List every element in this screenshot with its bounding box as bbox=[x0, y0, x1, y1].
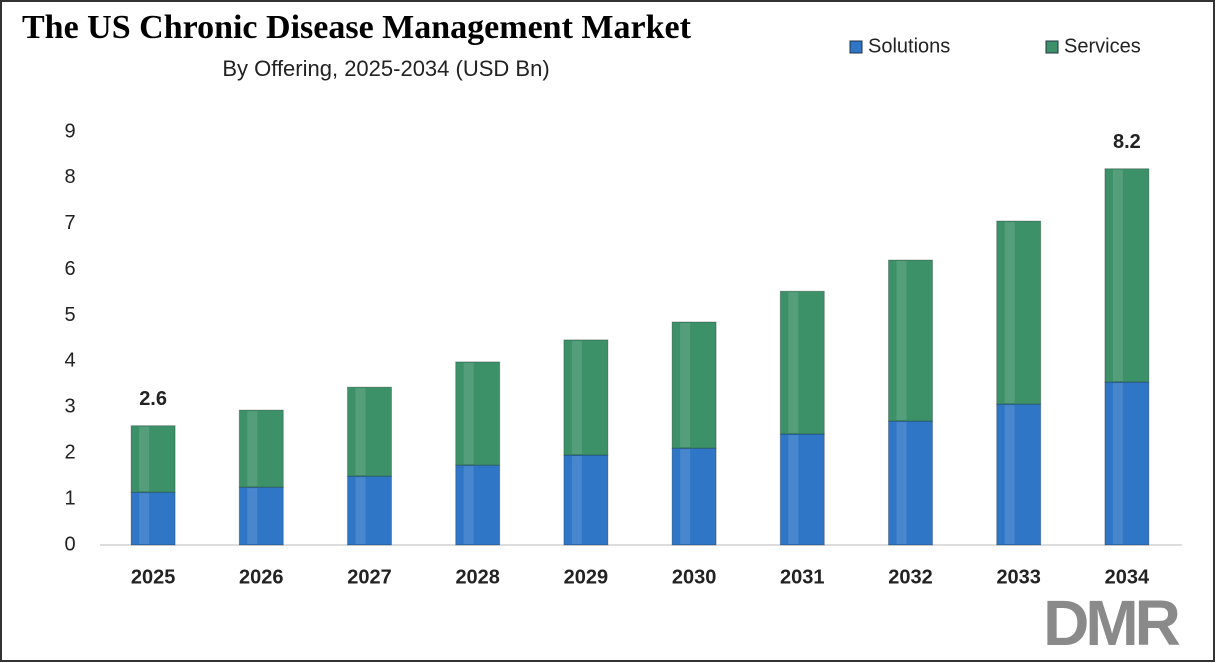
bar-segment bbox=[1104, 168, 1150, 383]
chart-title: The US Chronic Disease Management Market bbox=[22, 9, 692, 46]
y-tick-label: 5 bbox=[64, 304, 75, 326]
bar-segment bbox=[563, 339, 609, 456]
x-tick-label: 2029 bbox=[564, 566, 609, 588]
bar-segment bbox=[347, 475, 392, 546]
x-tick-label: 2030 bbox=[672, 566, 717, 588]
x-tick-label: 2032 bbox=[888, 566, 933, 588]
bar-sheen bbox=[788, 434, 799, 544]
bar-segment bbox=[130, 491, 176, 546]
legend-label: Services bbox=[1064, 35, 1141, 57]
y-tick-label: 1 bbox=[64, 487, 75, 509]
bar-sheen bbox=[1004, 222, 1015, 404]
y-tick-label: 4 bbox=[64, 350, 75, 372]
bar-sheen bbox=[139, 493, 150, 544]
bar-sheen bbox=[680, 449, 691, 544]
legend-label: Solutions bbox=[868, 35, 950, 57]
bar-segment bbox=[130, 425, 176, 493]
x-tick-label: 2033 bbox=[996, 566, 1041, 588]
bar-sheen bbox=[896, 422, 907, 544]
y-tick-label: 0 bbox=[64, 533, 75, 555]
bar-sheen bbox=[896, 261, 907, 421]
x-tick-label: 2034 bbox=[1105, 566, 1150, 588]
bar-sheen bbox=[571, 340, 582, 455]
y-tick-label: 6 bbox=[64, 258, 75, 280]
y-tick-label: 2 bbox=[64, 442, 75, 464]
bar-sheen bbox=[247, 411, 258, 487]
y-tick-label: 7 bbox=[64, 212, 75, 234]
bar-segment bbox=[888, 259, 933, 422]
bar-sheen bbox=[247, 488, 258, 544]
bar-sheen bbox=[680, 322, 691, 448]
bar-segment bbox=[563, 454, 609, 546]
bar-segment bbox=[888, 420, 933, 546]
bar-segment bbox=[455, 464, 501, 546]
bar-segment bbox=[1104, 381, 1150, 546]
y-tick-label: 9 bbox=[64, 120, 75, 142]
total-label: 8.2 bbox=[1113, 131, 1141, 153]
bar-segment bbox=[347, 386, 392, 477]
logo: DMR bbox=[1043, 587, 1180, 659]
bar-segment bbox=[671, 321, 717, 449]
y-tick-label: 3 bbox=[64, 396, 75, 418]
bar-segment bbox=[779, 290, 825, 435]
bar-segment bbox=[996, 403, 1042, 546]
y-tick-label: 8 bbox=[64, 166, 75, 188]
bar-sheen bbox=[1112, 169, 1123, 382]
x-tick-label: 2028 bbox=[455, 566, 500, 588]
x-tick-label: 2031 bbox=[780, 566, 825, 588]
bar-sheen bbox=[571, 456, 582, 544]
x-tick-label: 2025 bbox=[131, 566, 176, 588]
total-label: 2.6 bbox=[139, 388, 167, 410]
bar-sheen bbox=[1112, 383, 1123, 544]
bar-sheen bbox=[788, 292, 799, 433]
bar-sheen bbox=[1004, 405, 1015, 544]
bar-segment bbox=[238, 409, 284, 488]
bar-segment bbox=[779, 433, 825, 546]
bar-sheen bbox=[355, 388, 366, 476]
x-tick-label: 2027 bbox=[347, 566, 392, 588]
legend-swatch bbox=[1045, 40, 1059, 54]
chart-subtitle: By Offering, 2025-2034 (USD Bn) bbox=[222, 56, 549, 81]
bar-segment bbox=[238, 486, 284, 546]
bar-segment bbox=[455, 361, 501, 466]
legend-swatch bbox=[849, 40, 863, 54]
bar-sheen bbox=[355, 477, 366, 544]
bar-sheen bbox=[463, 466, 474, 544]
bar-segment bbox=[996, 220, 1042, 405]
x-tick-label: 2026 bbox=[239, 566, 284, 588]
bar-segment bbox=[671, 447, 717, 546]
bar-sheen bbox=[463, 362, 474, 465]
bar-sheen bbox=[139, 426, 150, 492]
